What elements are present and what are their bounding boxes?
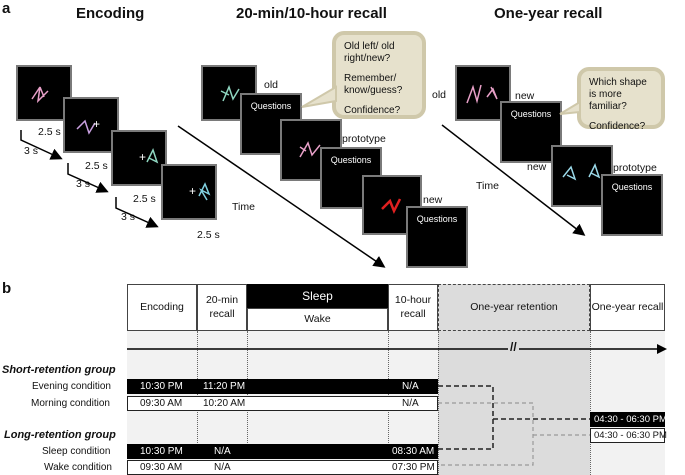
long-retention-group-label: Long-retention group — [4, 429, 116, 441]
header-10hour-recall: 10-hour recall — [388, 284, 438, 331]
header-20min-recall: 20-min recall — [197, 284, 247, 331]
encoding-arrows — [20, 124, 586, 268]
year-recall-title: One-year recall — [494, 5, 603, 22]
questions-screen: Questions — [500, 101, 562, 163]
shape-icon — [76, 119, 96, 135]
bubble-line: Remember/ know/guess? — [344, 73, 403, 96]
timing-label: 2.5 s — [38, 126, 61, 138]
sleep-encoding-time: 10:30 PM — [140, 446, 183, 457]
shape-icon — [299, 141, 321, 158]
retention-shade — [438, 284, 590, 475]
year-recall-dark-bar — [590, 412, 665, 427]
morning-row-bar — [127, 396, 438, 411]
bubble-line: Which shape is more familiar? — [589, 77, 647, 112]
encoding-screen-3: + — [111, 130, 167, 186]
column-divider — [590, 331, 591, 475]
timeline-break: // — [508, 340, 519, 354]
timing-label: 2.5 s — [197, 229, 220, 241]
header-one-year-retention: One-year retention — [438, 284, 590, 331]
wake-20min-time: N/A — [214, 462, 231, 473]
timing-label: 2.5 s — [85, 160, 108, 172]
questions-screen: Questions — [406, 206, 468, 268]
year-screen-1 — [455, 65, 511, 121]
year-question-bubble: Which shape is more familiar? Confidence… — [577, 67, 665, 132]
old-label: old — [264, 79, 279, 91]
shape-icon — [466, 84, 498, 104]
sleep-10hour-time: 08:30 AM — [392, 446, 435, 457]
bubble-line: Old left/ old right/new? — [344, 41, 395, 64]
header-one-year-recall: One-year recall — [590, 284, 665, 331]
new-label: new — [515, 90, 535, 102]
shape-icon — [198, 182, 211, 201]
header-wake: Wake — [247, 308, 388, 331]
new-label: new — [423, 194, 443, 206]
timeline-arrow — [127, 344, 667, 354]
row-label-sleep: Sleep condition — [42, 446, 111, 457]
questions-screen: Questions — [601, 174, 663, 236]
year-recall-light-bar — [590, 428, 665, 443]
row-label-evening: Evening condition — [32, 381, 111, 392]
time-label: Time — [232, 201, 255, 213]
shape-icon — [220, 84, 240, 102]
row-label-wake: Wake condition — [44, 462, 112, 473]
fixation-cross: + — [72, 86, 80, 100]
wake-10hour-time: 07:30 PM — [392, 462, 435, 473]
time-label: Time — [476, 180, 499, 192]
wake-encoding-time: 09:30 AM — [140, 462, 183, 473]
year-recall-dark-time: 04:30 - 06:30 PM — [594, 414, 667, 425]
timing-label: 2.5 s — [133, 193, 156, 205]
morning-20min-time: 10:20 AM — [203, 398, 246, 409]
panel-a-letter: a — [2, 0, 11, 17]
new-label: new — [527, 161, 547, 173]
timing-label: 3 s — [76, 178, 91, 190]
evening-encoding-time: 10:30 PM — [140, 381, 183, 392]
panel-b-letter: b — [2, 280, 12, 297]
evening-row-bar — [127, 379, 438, 394]
timing-label: 3 s — [24, 145, 39, 157]
short-retention-group-label: Short-retention group — [2, 364, 116, 376]
bubble-tail — [301, 85, 337, 108]
old-label: old — [432, 89, 447, 101]
bubble-line: Confidence? — [344, 105, 401, 116]
shape-icon — [381, 198, 402, 215]
evening-20min-time: 11:20 PM — [203, 381, 246, 392]
shape-icon — [562, 163, 601, 181]
timing-label: 3 s — [121, 211, 136, 223]
bubble-tail — [559, 100, 581, 115]
morning-encoding-time: 09:30 AM — [140, 398, 183, 409]
header-sleep: Sleep — [247, 284, 388, 308]
prototype-label: prototype — [342, 133, 386, 145]
row-label-morning: Morning condition — [31, 398, 110, 409]
shape-icon — [146, 148, 159, 164]
header-encoding: Encoding — [127, 284, 197, 331]
encoding-screen-4: + — [161, 164, 217, 220]
encoding-title: Encoding — [76, 5, 145, 22]
sleep-20min-time: N/A — [214, 446, 231, 457]
shape-icon — [31, 86, 49, 104]
bubble-line: Confidence? — [589, 121, 646, 132]
encoding-screen-1 — [16, 65, 72, 121]
encoding-screen-2: + — [63, 97, 119, 153]
year-recall-light-time: 04:30 - 06:30 PM — [594, 430, 667, 441]
prototype-label: prototype — [613, 162, 657, 174]
evening-10hour-time: N/A — [402, 381, 419, 392]
sleep-row-bar — [127, 444, 438, 459]
morning-10hour-time: N/A — [402, 398, 419, 409]
recall-questions-bubble: Old left/ old right/new? Remember/ know/… — [332, 31, 426, 119]
recall-title: 20-min/10-hour recall — [236, 5, 387, 22]
